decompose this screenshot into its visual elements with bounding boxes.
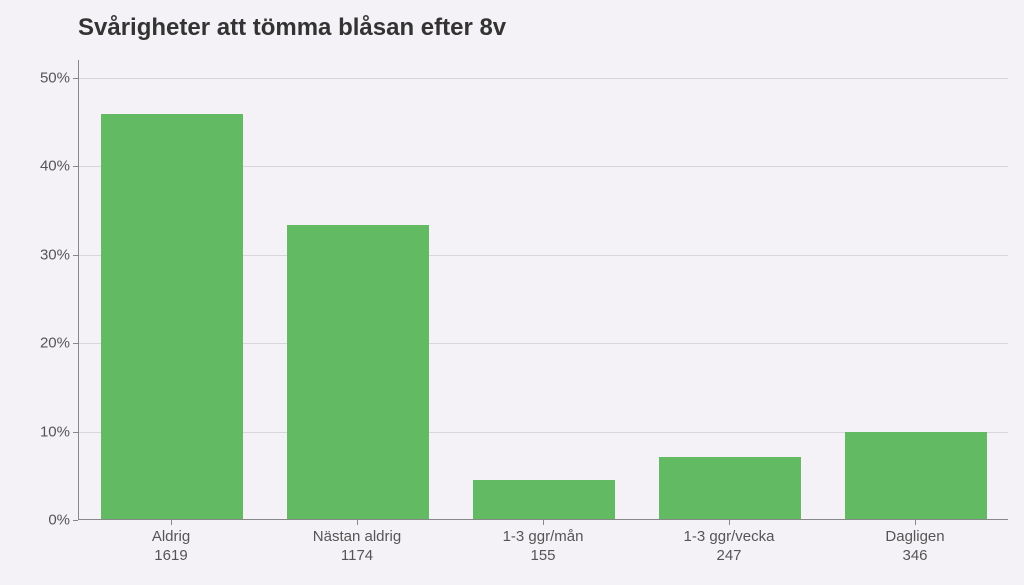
y-tick-label: 10% [20,423,70,440]
x-tick-mark [357,520,358,525]
x-tick-label-line2: 1174 [313,547,401,566]
y-tick-label: 30% [20,246,70,263]
x-tick-label-line1: 1-3 ggr/mån [503,528,584,547]
x-tick-mark [171,520,172,525]
y-tick-label: 50% [20,69,70,86]
x-tick-label: Aldrig1619 [152,528,190,566]
y-tick-mark [73,343,78,344]
x-tick-label-line2: 346 [885,547,944,566]
x-tick-mark [543,520,544,525]
bar-chart: Svårigheter att tömma blåsan efter 8v 0%… [0,0,1024,585]
plot-area [78,60,1008,520]
x-tick-label: Nästan aldrig1174 [313,528,401,566]
gridline [79,78,1008,79]
y-tick-mark [73,78,78,79]
chart-title: Svårigheter att tömma blåsan efter 8v [78,14,506,42]
x-tick-label-line2: 247 [684,547,775,566]
y-tick-mark [73,520,78,521]
x-tick-mark [729,520,730,525]
y-tick-mark [73,255,78,256]
y-tick-label: 40% [20,158,70,175]
y-tick-label: 0% [20,512,70,529]
x-tick-label-line2: 1619 [152,547,190,566]
bar [473,480,614,519]
y-tick-label: 20% [20,335,70,352]
x-tick-mark [915,520,916,525]
bar [845,432,986,519]
bar [101,114,242,519]
x-tick-label: Dagligen346 [885,528,944,566]
bar [659,457,800,519]
x-tick-label-line1: 1-3 ggr/vecka [684,528,775,547]
x-tick-label-line2: 155 [503,547,584,566]
bar [287,225,428,519]
x-tick-label: 1-3 ggr/mån155 [503,528,584,566]
y-tick-mark [73,166,78,167]
x-tick-label-line1: Dagligen [885,528,944,547]
x-tick-label-line1: Nästan aldrig [313,528,401,547]
y-tick-mark [73,432,78,433]
x-tick-label-line1: Aldrig [152,528,190,547]
x-tick-label: 1-3 ggr/vecka247 [684,528,775,566]
